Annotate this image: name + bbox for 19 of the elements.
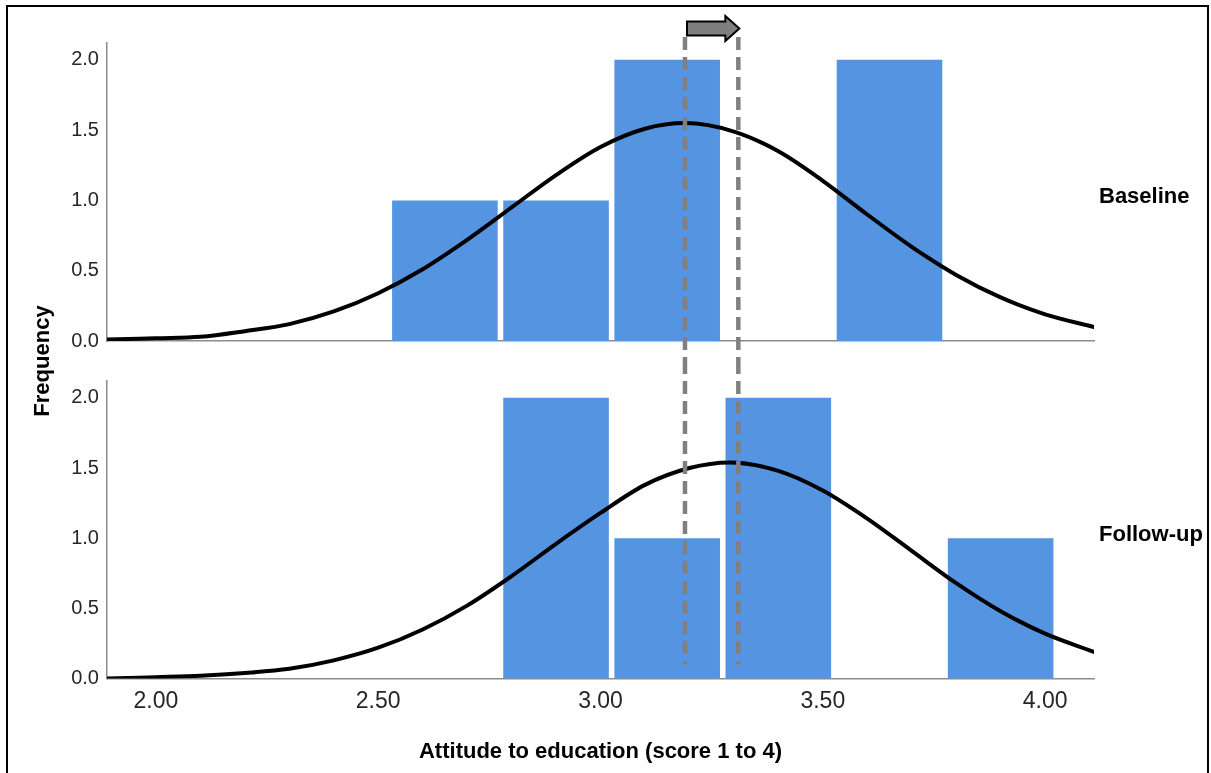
y-tick-label: 1.5 xyxy=(71,455,99,478)
y-tick-label: 0.0 xyxy=(71,328,99,351)
x-tick-label: 3.50 xyxy=(800,686,846,713)
x-tick-label: 4.00 xyxy=(1022,686,1068,713)
x-tick-label: 2.00 xyxy=(133,686,179,713)
y-tick-label: 2.0 xyxy=(71,385,99,408)
text: Baseline xyxy=(1099,183,1190,208)
y-tick-label: 1.5 xyxy=(71,117,99,140)
y-tick-label: 0.0 xyxy=(71,666,99,689)
y-axis-title: Frequency xyxy=(29,305,54,417)
y-tick-label: 2.0 xyxy=(71,47,99,70)
x-axis-title: Attitude to education (score 1 to 4) xyxy=(418,737,783,763)
text: Follow-up xyxy=(1099,520,1203,546)
y-tick-label: 1.0 xyxy=(71,525,99,548)
x-tick-label: 2.50 xyxy=(355,686,401,713)
y-tick-label: 1.0 xyxy=(71,187,99,210)
y-tick-label: 0.5 xyxy=(71,595,99,618)
x-tick-label: 3.00 xyxy=(578,686,623,713)
y-tick-label: 0.5 xyxy=(71,258,99,281)
